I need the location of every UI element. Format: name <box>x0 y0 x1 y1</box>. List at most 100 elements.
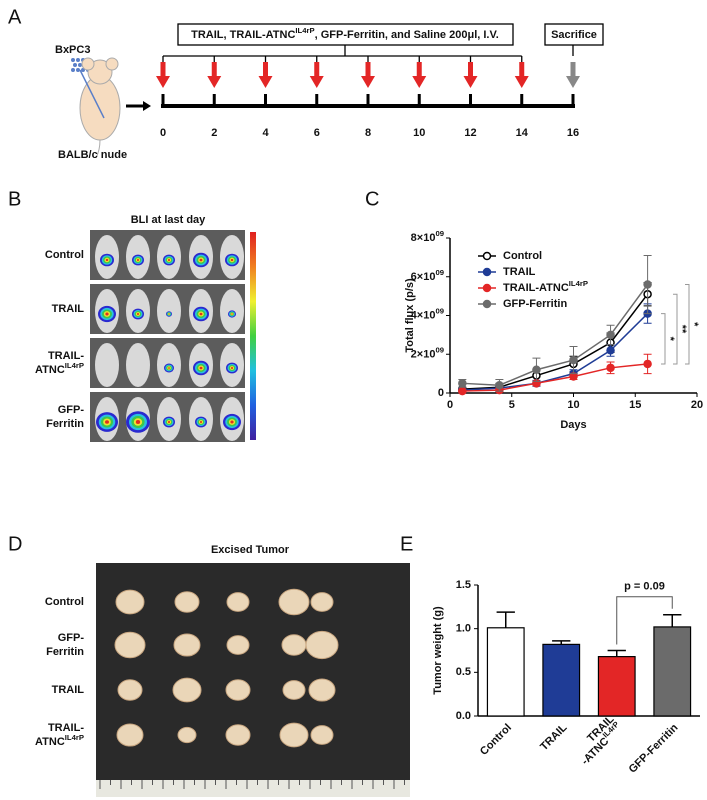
series-line <box>462 363 648 392</box>
injection-arrow-head <box>412 76 427 88</box>
legend-label: TRAIL <box>503 266 536 278</box>
tumor <box>114 631 146 659</box>
point <box>606 346 615 355</box>
bli-signal <box>199 312 203 316</box>
row-label-part: TRAIL- <box>48 722 84 734</box>
injection-arrow-head <box>258 76 273 88</box>
point <box>569 355 578 365</box>
cell-dot <box>73 63 77 67</box>
y-tick-label-part: 09 <box>435 306 444 315</box>
bli-signal <box>230 367 234 369</box>
significance-label: * <box>664 337 676 342</box>
point <box>643 280 652 289</box>
y-axis-label: Total flux (p/s) <box>404 278 416 353</box>
mouse-ear <box>81 57 95 71</box>
x-tick-label-part: TRAIL <box>538 721 570 753</box>
legend-marker <box>482 299 492 309</box>
tumor <box>117 679 143 701</box>
day-label: 12 <box>464 127 476 139</box>
legend-label-part: TRAIL-ATNC <box>503 282 569 294</box>
injection-arrow-head <box>156 76 170 88</box>
cell-dot <box>76 68 80 72</box>
point <box>532 365 541 374</box>
panel-letter: D <box>8 533 22 555</box>
x-tick-label-part: Control <box>478 722 514 758</box>
row-label: Control <box>45 596 84 608</box>
panel-letter: E <box>400 533 413 555</box>
y-tick-label: 1.5 <box>456 579 471 591</box>
y-axis-label: Tumor weight (g) <box>432 606 444 695</box>
row-label: Control <box>45 249 84 261</box>
series-line <box>462 293 649 390</box>
cell-dot <box>78 63 82 67</box>
mouse-strain: BALB/c nude <box>58 149 127 161</box>
tumor-photo <box>96 563 410 797</box>
panel-letter: B <box>8 188 21 210</box>
significance-bracket <box>661 313 666 365</box>
tumor <box>308 678 336 702</box>
y-tick-label-part: 09 <box>435 267 444 276</box>
y-tick-label-part: 0.0 <box>456 710 471 722</box>
y-tick-label-part: 09 <box>435 229 444 238</box>
x-tick-label: 15 <box>629 399 641 411</box>
tumor <box>282 680 306 700</box>
row-label-part: Ferritin <box>46 646 84 658</box>
treatment-label-part: , GFP-Ferritin, and Saline 200μl, I.V. <box>315 29 499 41</box>
day-label: 10 <box>413 127 425 139</box>
bli-signal <box>105 258 109 262</box>
bli-signal <box>231 313 233 315</box>
bli-signal <box>230 420 234 424</box>
legend-marker <box>482 267 492 277</box>
row-label: GFP- <box>58 404 85 416</box>
legend-marker <box>482 283 492 293</box>
row-label: ATNCIL4rP <box>35 361 84 376</box>
row-label: TRAIL- <box>48 722 84 734</box>
bar <box>542 643 581 717</box>
treatment-label: TRAIL, TRAIL-ATNCIL4rP, GFP-Ferritin, an… <box>191 26 499 41</box>
row-label: GFP- <box>58 632 85 644</box>
treatment-label-part: TRAIL, TRAIL-ATNC <box>191 29 295 41</box>
treatment-label-part: IL4rP <box>295 26 314 35</box>
injection-line <box>79 69 105 119</box>
day-label: 0 <box>160 127 166 139</box>
point <box>458 379 467 388</box>
tumor <box>173 633 201 657</box>
point <box>606 330 615 340</box>
row-label: Ferritin <box>46 418 84 430</box>
series-line <box>462 313 649 391</box>
bar <box>597 656 636 717</box>
significance-bracket <box>673 293 678 365</box>
injection-arrow-head <box>514 76 529 88</box>
y-tick-label: 8×1009 <box>411 229 444 244</box>
tumor <box>226 635 250 655</box>
row-label: TRAIL- <box>48 350 84 362</box>
legend-label: Control <box>503 250 542 262</box>
day-label: 14 <box>516 127 529 139</box>
bli-signal <box>167 259 171 261</box>
panel-title: BLI at last day <box>131 214 206 226</box>
row-label: TRAIL <box>52 303 85 315</box>
error-bar <box>496 611 515 628</box>
y-tick-label: 6×1009 <box>411 267 444 282</box>
bli-signal <box>168 313 170 315</box>
tumor <box>116 723 144 747</box>
arrow-head <box>143 101 151 111</box>
row-label-part: TRAIL- <box>48 350 84 362</box>
cell-line: BxPC3 <box>55 44 90 56</box>
x-tick-label-part: GFP-Ferritin <box>627 721 681 775</box>
significance-bracket <box>685 284 690 365</box>
series-line <box>462 284 649 387</box>
legend-label: TRAIL-ATNCIL4rP <box>503 279 588 294</box>
bli-signal <box>230 258 234 262</box>
bli-signal <box>135 420 141 424</box>
cell-dot <box>76 58 80 62</box>
y-tick-label-part: 8×10 <box>411 232 436 244</box>
y-tick-label: 0 <box>438 387 444 399</box>
tumor <box>310 592 334 612</box>
mouse-body <box>79 75 121 141</box>
day-label: 2 <box>211 127 217 139</box>
bli-signal <box>168 367 170 369</box>
point <box>643 359 652 369</box>
tumor <box>172 677 202 703</box>
